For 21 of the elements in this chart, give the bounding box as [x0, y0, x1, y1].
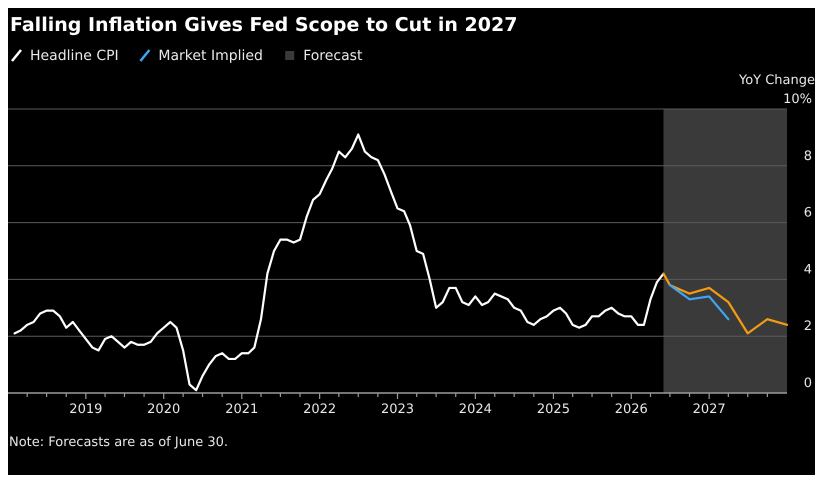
- y-tick-label: 0: [804, 376, 812, 391]
- x-tick-label: 2024: [458, 402, 492, 417]
- y-tick-label: 2: [804, 319, 812, 334]
- x-tick-label: 2021: [225, 402, 258, 417]
- text: Note: Forecasts are as of June 30.: [9, 435, 228, 450]
- y-tick-label: 6: [804, 206, 812, 221]
- x-tick-label: 2022: [303, 402, 336, 417]
- chart-title: Falling Inflation Gives Fed Scope to Cut in 2027: [10, 14, 518, 36]
- x-tick-label: 2027: [692, 402, 726, 417]
- x-tick-label: 2026: [614, 402, 648, 417]
- y-tick-label: 4: [804, 262, 812, 278]
- x-tick-label: 2025: [536, 402, 570, 417]
- x-tick-label: 2019: [69, 402, 102, 417]
- y-tick-label: 8: [804, 148, 812, 164]
- legend-label: Headline CPI: [30, 48, 119, 64]
- y-axis-title: YoY Change: [738, 73, 815, 88]
- y-tick-label: 10%: [783, 92, 812, 107]
- x-tick-label: 2020: [147, 402, 180, 417]
- x-tick-label: 2023: [380, 402, 414, 417]
- legend-label: Market Implied: [158, 48, 263, 64]
- legend-label: Forecast: [303, 48, 363, 64]
